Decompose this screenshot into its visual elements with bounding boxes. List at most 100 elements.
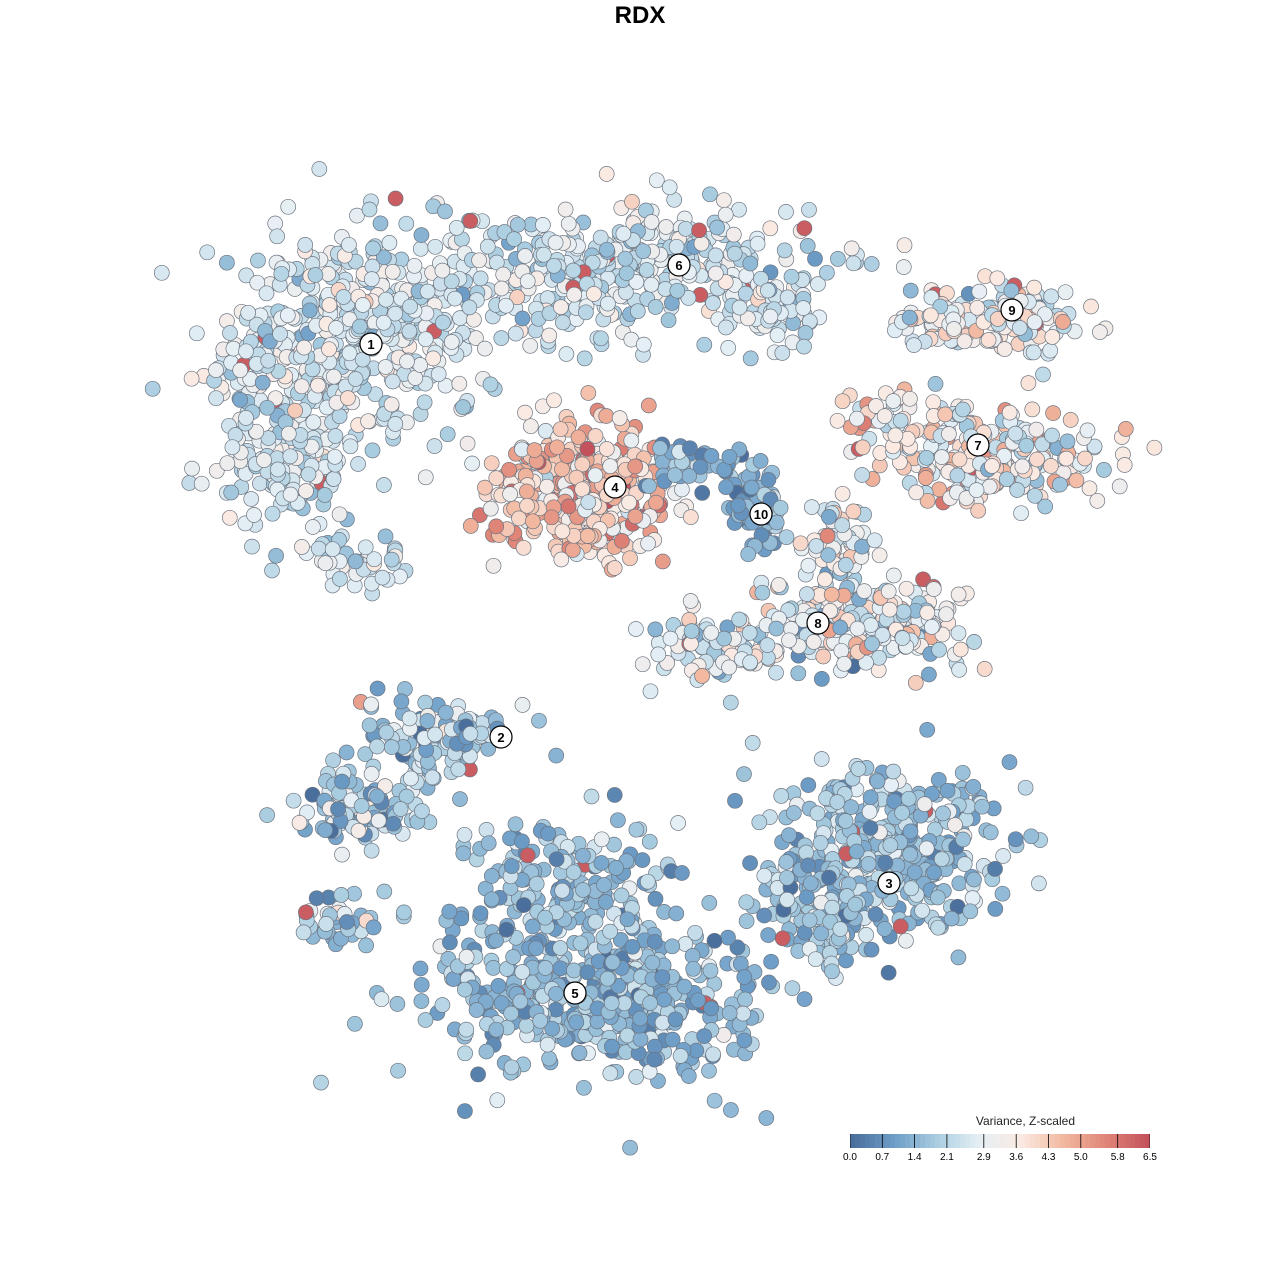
cell-point-cluster-1-597: [224, 439, 241, 456]
cell-point-cluster-4-285: [462, 518, 479, 534]
cell-point-cluster-5-377: [758, 1110, 775, 1126]
cell-point-cluster-8-362: [845, 503, 862, 520]
cell-point-cluster-6-418: [547, 234, 564, 251]
cell-point-cluster-7-209: [919, 492, 936, 509]
cell-point-cluster-2-61: [363, 696, 379, 713]
cell-point-cluster-4-296: [614, 533, 630, 549]
cell-point-cluster-2-179: [334, 846, 350, 863]
cell-point-cluster-6-225: [535, 217, 551, 233]
legend-colorbar-segment: [1110, 1134, 1116, 1148]
cell-point-cluster-4-265: [511, 510, 527, 527]
cell-point-cluster-2-254: [365, 919, 382, 936]
cell-point-cluster-3-290: [876, 921, 893, 937]
cell-point-cluster-6-166: [762, 220, 779, 237]
cell-point-cluster-1-243: [219, 254, 235, 271]
cell-point-cluster-7-189: [1009, 482, 1026, 498]
cell-point-cluster-6-388: [647, 299, 664, 315]
cell-point-cluster-4-348: [598, 441, 615, 457]
cell-point-cluster-5-158: [396, 904, 412, 921]
cell-point-cluster-1-673: [366, 551, 383, 568]
cell-point-cluster-5-214: [413, 976, 430, 993]
cell-point-cluster-5-648: [583, 788, 600, 805]
cell-point-cluster-6-468: [796, 338, 812, 355]
cell-point-cluster-8-203: [898, 580, 915, 597]
cell-point-cluster-8-225: [805, 634, 822, 650]
cell-point-cluster-3-282: [939, 782, 956, 799]
cell-point-cluster-2-190: [403, 770, 419, 787]
cell-point-cluster-1-355: [383, 396, 400, 413]
cell-point-cluster-1-143: [349, 207, 365, 224]
cell-point-cluster-3-221: [1001, 754, 1018, 770]
cell-point-cluster-7-242: [834, 393, 851, 410]
cell-point-cluster-6-353: [668, 238, 685, 255]
cell-point-cluster-5-429: [552, 960, 569, 977]
cell-point-cluster-6-391: [819, 264, 835, 281]
cell-point-cluster-4-84: [674, 481, 690, 498]
cell-point-cluster-8-217: [919, 604, 936, 621]
cell-point-cluster-5-608: [514, 833, 530, 850]
legend-tick-label: 3.6: [1009, 1152, 1024, 1163]
cell-point-cluster-6-407: [615, 225, 632, 242]
cell-point-cluster-1-345: [321, 297, 338, 313]
cell-point-cluster-1-514: [364, 442, 381, 459]
cluster-label-text: 3: [885, 876, 892, 891]
legend-colorbar-segment: [1080, 1134, 1086, 1148]
cell-point-cluster-1-584: [264, 505, 281, 522]
cell-point-cluster-8-368: [834, 485, 851, 502]
cell-point-cluster-8-277: [781, 632, 797, 649]
cell-point-cluster-5-486: [690, 992, 706, 1009]
cell-point-cluster-5-493: [735, 1005, 751, 1022]
cell-point-cluster-1-361: [384, 373, 401, 390]
cell-point-cluster-2-218: [334, 773, 350, 790]
cell-point-cluster-1-478: [325, 368, 342, 385]
cell-point-cluster-6-415: [707, 265, 724, 282]
cell-point-cluster-7-194: [1027, 487, 1043, 504]
cell-point-cluster-4-277: [682, 509, 699, 525]
cell-point-cluster-3-468: [779, 891, 795, 908]
legend-colorbar-segment: [960, 1134, 966, 1148]
cell-point-cluster-7-282: [854, 439, 871, 456]
cell-point-cluster-1-400: [273, 265, 290, 282]
legend-tick-label: 2.1: [939, 1152, 954, 1163]
cluster-label-text: 6: [675, 258, 682, 273]
cell-point-cluster-7-88: [1045, 405, 1061, 421]
cell-point-cluster-6-463: [769, 327, 786, 344]
cell-point-cluster-5-649: [575, 882, 591, 898]
cell-point-cluster-5-224: [313, 1074, 329, 1091]
cell-point-cluster-4-206: [546, 392, 562, 409]
cell-point-cluster-4-305: [623, 432, 640, 449]
cell-point-cluster-8-188: [817, 571, 833, 588]
cell-point-cluster-5-129: [489, 1092, 506, 1109]
cell-point-cluster-3-143: [987, 901, 1004, 917]
cell-point-cluster-4-334: [549, 439, 565, 456]
cell-point-cluster-8-109: [976, 661, 993, 677]
cell-point-cluster-6-336: [660, 312, 677, 329]
legend-tick-label: 4.3: [1041, 1152, 1056, 1163]
cell-point-cluster-3-199: [838, 952, 854, 969]
cell-point-cluster-6-328: [707, 247, 724, 264]
cell-point-cluster-6-341: [598, 166, 615, 182]
cell-point-cluster-3-95: [950, 949, 967, 966]
cell-point-cluster-8-239: [634, 656, 651, 673]
cell-point-cluster-1-580: [305, 414, 322, 431]
cell-point-cluster-4-351: [627, 458, 644, 475]
cell-point-cluster-10-49: [740, 546, 757, 563]
cell-point-cluster-5-663: [608, 860, 624, 876]
cell-point-cluster-5-302: [468, 1002, 485, 1018]
cell-point-cluster-5-236: [541, 1050, 557, 1067]
cell-point-cluster-5-652: [593, 855, 610, 871]
cell-point-cluster-5-675: [507, 816, 524, 833]
legend-colorbar-segment: [885, 1134, 891, 1148]
cell-point-cluster-5-625: [515, 897, 532, 913]
cell-point-cluster-1-526: [221, 509, 238, 526]
cell-point-cluster-5-120: [390, 1062, 406, 1079]
cell-point-cluster-1-590: [316, 487, 333, 503]
cell-point-cluster-6-361: [624, 193, 640, 210]
cell-point-cluster-7-219: [951, 451, 968, 468]
legend-title: Variance, Z-scaled: [975, 1114, 1075, 1128]
cell-point-cluster-6-393: [661, 179, 678, 196]
cell-point-cluster-6-24: [863, 256, 880, 272]
cell-point-cluster-3-60: [919, 721, 936, 738]
cell-point-cluster-8-367: [821, 509, 837, 525]
cell-point-cluster-7-212: [854, 467, 870, 483]
